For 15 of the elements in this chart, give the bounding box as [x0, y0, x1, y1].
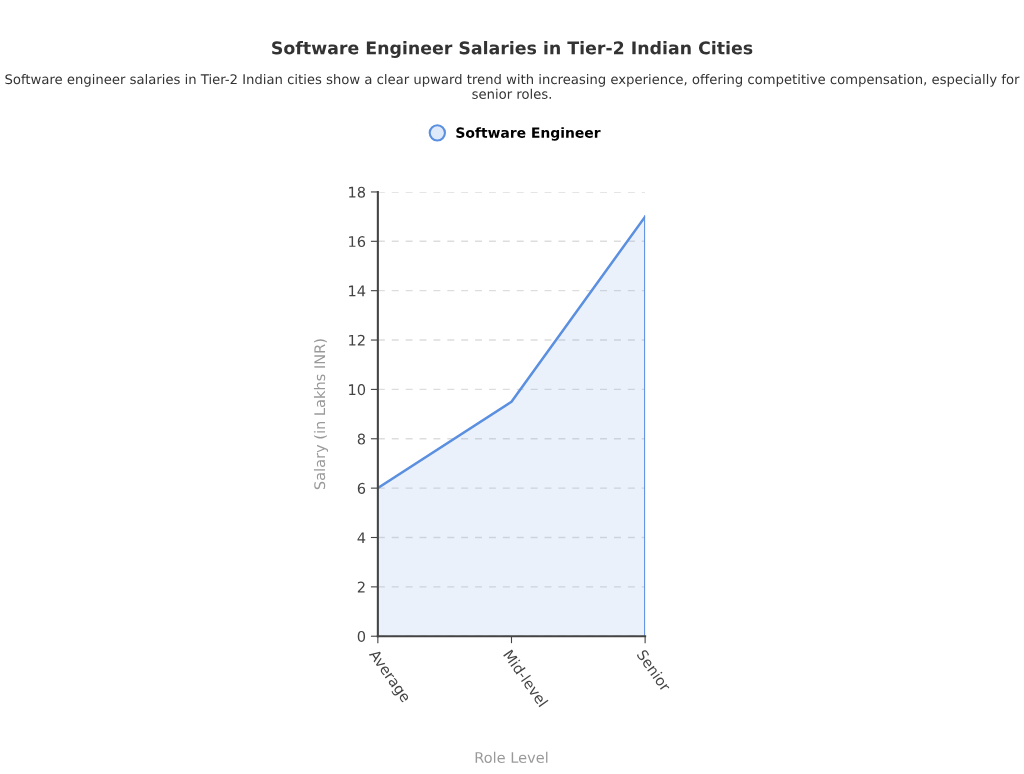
legend-label: Software Engineer	[456, 127, 601, 141]
y-axis-title: Salary (in Lakhs INR)	[313, 339, 329, 490]
chart-subtitle: Software engineer salaries in Tier-2 Indian cities show a clear upward trend with increasing experience, offering competitive compensation, especially for senior roles.	[5, 73, 1020, 99]
y-tick-label: 10	[349, 384, 366, 396]
y-tick-label: 18	[349, 186, 366, 198]
y-tick-label: 0	[357, 630, 366, 642]
x-axis-title: Role Level	[475, 751, 548, 764]
chart-title: Software Engineer Salaries in Tier-2 Indian Cities	[272, 40, 753, 58]
y-tick-label: 14	[349, 285, 366, 297]
y-tick-label: 16	[349, 236, 366, 248]
y-tick-label: 4	[357, 532, 366, 544]
y-tick-label: 6	[357, 482, 366, 494]
y-tick-label: 12	[349, 334, 365, 346]
y-tick-label: 2	[357, 581, 365, 593]
y-tick-label: 8	[357, 433, 366, 445]
